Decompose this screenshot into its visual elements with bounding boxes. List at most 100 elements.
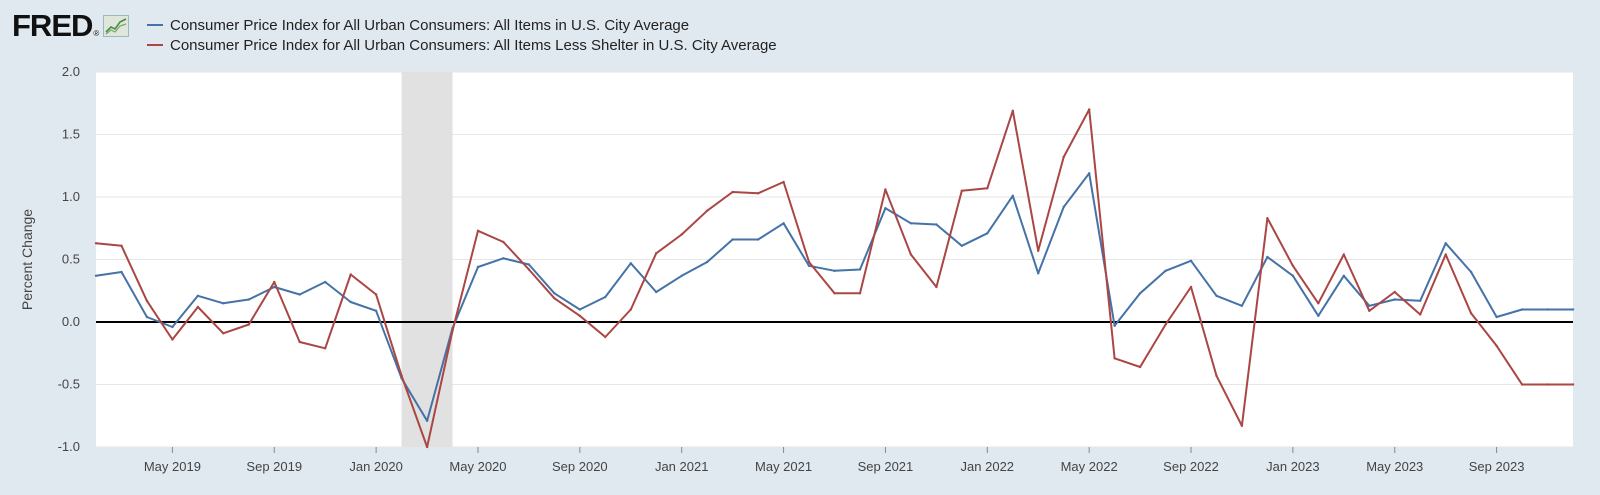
data-point xyxy=(884,207,887,210)
data-point xyxy=(858,268,862,271)
legend-item-series-2[interactable]: Consumer Price Index for All Urban Consu… xyxy=(147,35,777,55)
data-point xyxy=(680,233,683,236)
data-point xyxy=(553,297,556,300)
data-point xyxy=(374,293,378,296)
data-point xyxy=(578,314,581,317)
data-point xyxy=(782,180,785,184)
data-point xyxy=(451,329,454,332)
data-point xyxy=(1011,194,1014,197)
x-axis-ticks: May 2019 Sep 2019 Jan 2020 May 2020 Sep 2020… xyxy=(144,447,1525,474)
y-axis-ticks: 2.0 1.5 1.0 0.5 0.0 -0.5 -1.0 xyxy=(58,64,80,454)
x-tick-label: Jan 2023 xyxy=(1266,459,1320,474)
data-point xyxy=(833,292,836,295)
data-point xyxy=(1037,272,1040,275)
series-2[interactable] xyxy=(94,108,1575,449)
data-point xyxy=(1240,424,1244,427)
data-point xyxy=(909,253,913,256)
data-point xyxy=(1393,290,1396,294)
data-point xyxy=(731,190,734,194)
legend-swatch-series-2 xyxy=(147,44,163,46)
data-point xyxy=(604,335,607,339)
data-point xyxy=(1393,298,1396,301)
x-tick-label: Sep 2021 xyxy=(858,459,914,474)
data-point xyxy=(145,315,149,319)
data-point xyxy=(1495,315,1498,319)
data-point xyxy=(1571,383,1575,386)
x-tick-label: Sep 2020 xyxy=(552,459,608,474)
data-point xyxy=(807,260,811,264)
x-tick-label: May 2020 xyxy=(449,459,506,474)
data-point xyxy=(706,209,709,212)
data-point xyxy=(680,274,683,277)
data-point xyxy=(858,292,862,295)
data-point xyxy=(324,280,327,284)
series-lines[interactable] xyxy=(94,108,1575,449)
data-point xyxy=(273,285,276,289)
y-tick-label: 0.0 xyxy=(62,314,80,329)
data-point xyxy=(196,294,200,297)
data-point xyxy=(145,299,149,302)
data-point xyxy=(1571,308,1575,311)
data-point xyxy=(425,419,429,422)
data-point xyxy=(1469,270,1473,274)
x-tick-label: Sep 2023 xyxy=(1469,459,1525,474)
data-point xyxy=(1291,264,1295,267)
data-point xyxy=(1113,357,1116,360)
data-point xyxy=(222,302,225,305)
data-point xyxy=(298,293,301,296)
data-point xyxy=(476,265,480,269)
series-1[interactable] xyxy=(94,172,1575,422)
data-point xyxy=(247,323,250,326)
data-point xyxy=(706,260,709,264)
legend-item-series-1[interactable]: Consumer Price Index for All Urban Consu… xyxy=(147,15,777,35)
data-point xyxy=(1215,374,1218,377)
data-point xyxy=(1342,274,1346,277)
data-point xyxy=(1062,155,1065,159)
data-point xyxy=(1138,365,1142,369)
data-point xyxy=(425,445,429,449)
data-point xyxy=(1342,253,1346,256)
legend-label-series-1: Consumer Price Index for All Urban Consu… xyxy=(170,16,690,34)
logo-text: FRED xyxy=(12,8,93,43)
legend: Consumer Price Index for All Urban Consu… xyxy=(147,15,777,55)
fred-logo[interactable]: FRED ® xyxy=(12,8,130,44)
data-point xyxy=(196,305,200,309)
data-point xyxy=(578,308,581,311)
data-point xyxy=(94,242,98,245)
line-chart-icon xyxy=(103,15,130,37)
recession-shading xyxy=(401,72,453,447)
x-tick-label: Sep 2022 xyxy=(1163,459,1219,474)
data-point xyxy=(1266,217,1269,220)
data-point xyxy=(298,340,301,344)
data-point xyxy=(120,270,123,274)
data-point xyxy=(1164,323,1167,326)
data-point xyxy=(833,269,836,272)
data-point xyxy=(476,229,480,232)
data-point xyxy=(935,223,938,226)
x-tick-label: May 2022 xyxy=(1061,459,1118,474)
y-axis-label: Percent Change xyxy=(19,209,35,310)
data-point xyxy=(1088,172,1091,175)
data-point xyxy=(960,244,963,247)
data-point xyxy=(655,252,658,255)
data-point xyxy=(553,292,556,295)
x-tick-label: Jan 2021 xyxy=(655,459,709,474)
gridlines xyxy=(96,71,1573,448)
y-tick-label: -1.0 xyxy=(58,439,80,454)
data-point xyxy=(884,188,887,191)
data-point xyxy=(94,274,98,277)
y-tick-label: -0.5 xyxy=(58,377,80,392)
data-point xyxy=(1138,292,1142,295)
chart-header: FRED ® Consumer Price Index for All Urba… xyxy=(0,0,1600,72)
data-point xyxy=(324,347,327,350)
data-point xyxy=(1266,255,1269,259)
registered-mark: ® xyxy=(93,29,100,38)
data-point xyxy=(782,222,785,225)
data-point xyxy=(1088,108,1091,111)
x-tick-label: May 2019 xyxy=(144,459,201,474)
data-point xyxy=(349,300,352,304)
data-point xyxy=(1189,285,1193,289)
data-point xyxy=(527,268,531,271)
data-point xyxy=(349,273,352,276)
data-point xyxy=(731,238,734,241)
